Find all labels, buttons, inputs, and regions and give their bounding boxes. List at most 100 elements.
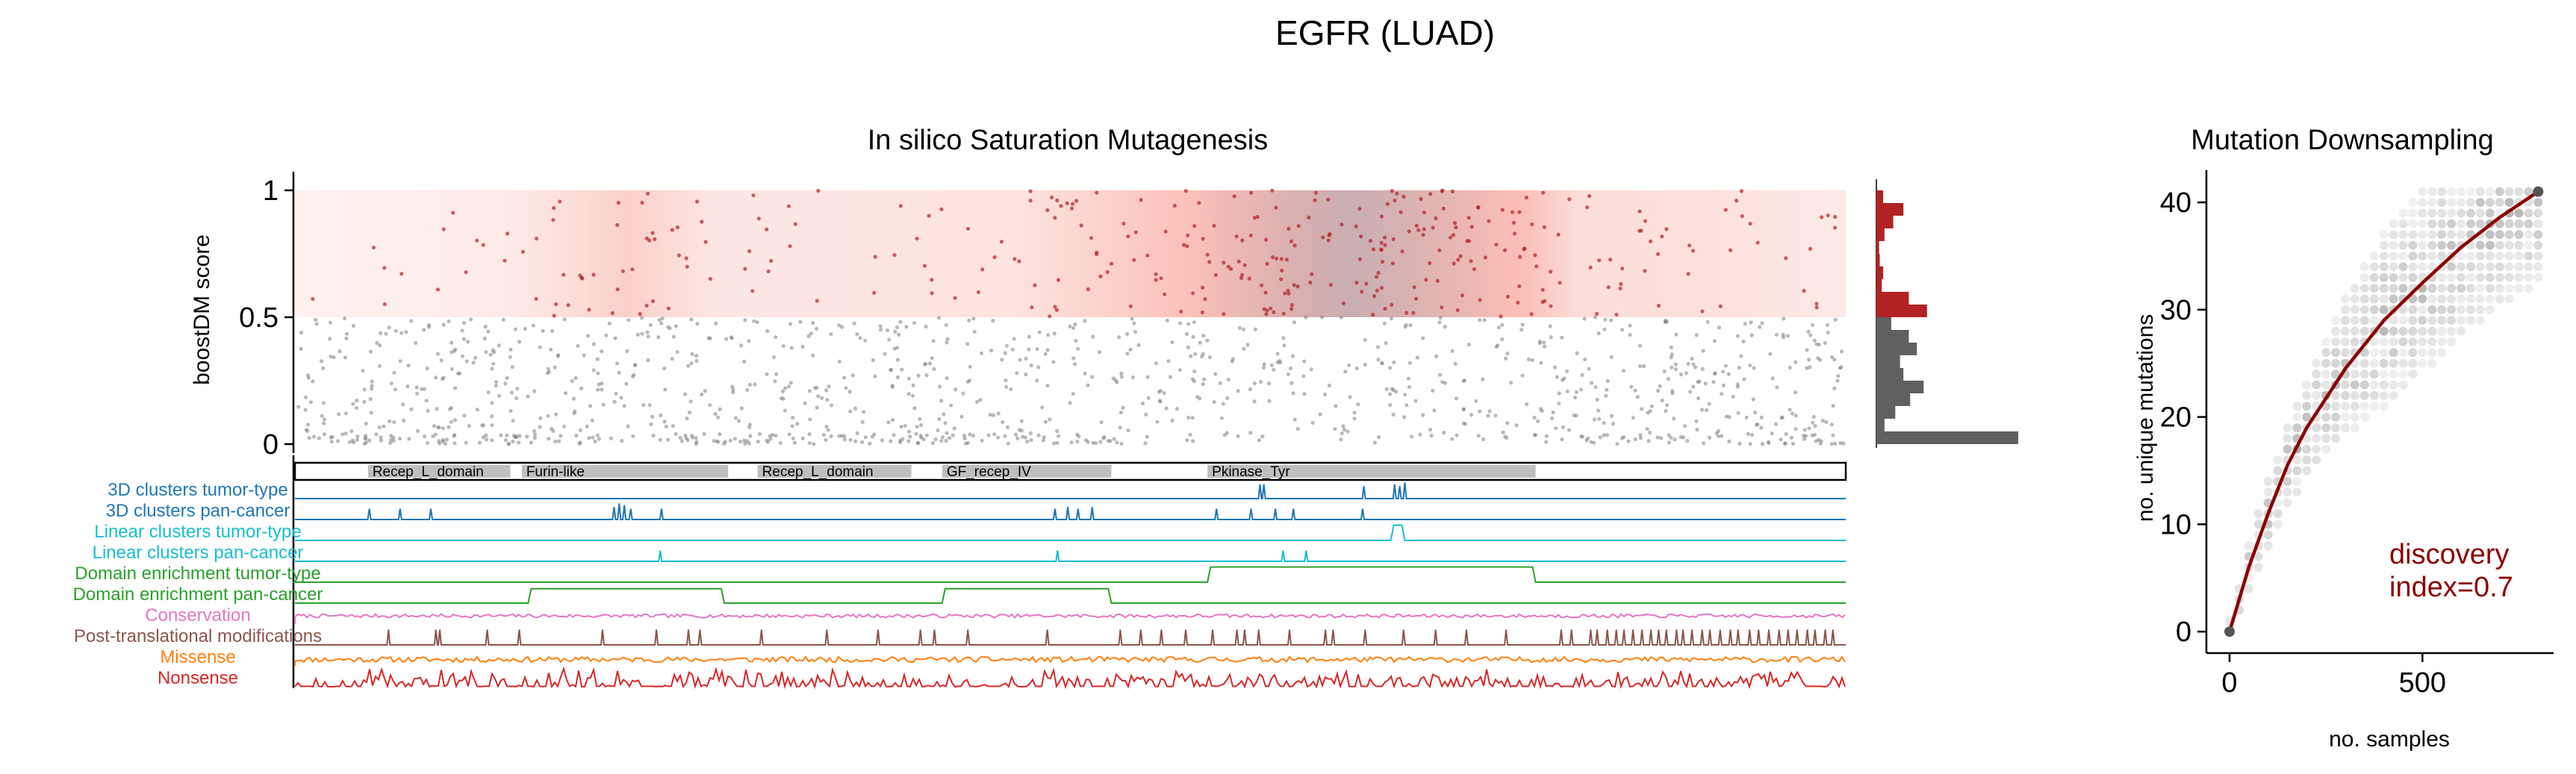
passenger-point [1696,396,1701,401]
downsampling-point [2369,305,2379,314]
passenger-point [617,370,621,375]
driver-point [1735,199,1739,203]
downsampling-point [2533,252,2543,260]
track-line [295,524,1846,541]
passenger-point [490,438,494,443]
downsampling-point [2408,272,2418,282]
passenger-point [1503,434,1508,439]
driver-point [1053,305,1057,309]
track-label: Post-translational modifications [74,626,322,646]
driver-point [1269,306,1273,310]
passenger-point [731,390,735,395]
passenger-point [900,437,905,441]
passenger-point [1742,377,1746,381]
passenger-point [975,399,980,405]
passenger-point [1803,434,1808,438]
driver-point [591,272,596,277]
driver-point [1200,310,1204,315]
downsampling-point [2341,390,2350,400]
score-y-tick-label: 0.5 [239,302,279,334]
passenger-point [576,343,580,348]
passenger-point [546,366,551,371]
passenger-point [505,433,509,437]
driver-point [587,308,591,312]
downsampling-point [2504,230,2514,240]
passenger-point [1388,403,1393,408]
passenger-point [1664,409,1668,413]
driver-point [638,312,642,316]
passenger-point [1461,378,1466,383]
driver-point [653,237,657,242]
passenger-point [415,428,420,434]
passenger-point [1478,318,1482,322]
driver-point [475,238,479,243]
track-label: Linear clusters tumor-type [94,522,301,542]
histogram-bar [1876,431,2018,444]
downsampling-point [2398,337,2408,346]
passenger-point [1018,358,1022,362]
passenger-point [1333,427,1337,431]
downsampling-point [2350,316,2359,325]
driver-point [1400,249,1404,254]
passenger-point [1192,320,1196,325]
downsampling-point [2485,262,2495,272]
passenger-point [1791,441,1795,446]
passenger-point [949,403,953,408]
passenger-point [1363,337,1367,342]
passenger-point [815,405,819,410]
downsampling-x-label: no. samples [2329,727,2450,752]
passenger-point [1046,333,1051,337]
driver-point [1289,307,1294,311]
downsampling-point [2418,230,2427,240]
passenger-point [1099,420,1104,425]
downsampling-point [2379,380,2389,390]
passenger-point [1057,434,1061,438]
passenger-point [695,322,700,326]
passenger-point [1155,419,1160,424]
driver-point [1419,197,1423,202]
track-line [294,655,1846,666]
passenger-point [1045,384,1050,388]
downsampling-point [2359,305,2369,314]
passenger-point [895,325,900,330]
driver-point [1236,259,1241,263]
passenger-point [1737,441,1742,446]
passenger-point [1669,345,1673,350]
passenger-point [996,411,1001,416]
histogram-bar [1876,228,1885,241]
driver-point [1375,275,1379,279]
passenger-point [1586,436,1590,440]
passenger-point [748,434,753,438]
passenger-point [689,317,694,322]
passenger-point [918,434,923,438]
driver-point [640,201,644,205]
passenger-point [503,381,508,386]
passenger-point [860,440,865,445]
passenger-point [1024,356,1028,361]
passenger-point [1001,420,1005,425]
passenger-point [1775,385,1779,390]
downsampling-point [2514,252,2524,260]
passenger-point [816,394,821,399]
passenger-point [1074,432,1080,437]
passenger-point [1115,440,1119,445]
passenger-point [945,376,949,381]
passenger-point [1759,415,1764,420]
passenger-point [1006,441,1010,446]
passenger-point [1261,365,1266,370]
driver-point [1380,260,1385,264]
passenger-point [1642,363,1646,369]
passenger-point [452,433,457,437]
passenger-point [1767,440,1771,446]
passenger-point [1454,396,1459,401]
passenger-point [712,439,716,443]
passenger-point [1281,336,1286,340]
passenger-point [1770,431,1774,436]
passenger-point [755,320,759,325]
passenger-point [1746,431,1750,437]
passenger-point [968,432,972,437]
passenger-point [781,344,785,349]
passenger-point [967,318,971,322]
driver-point [1740,214,1744,219]
passenger-point [1674,332,1679,337]
